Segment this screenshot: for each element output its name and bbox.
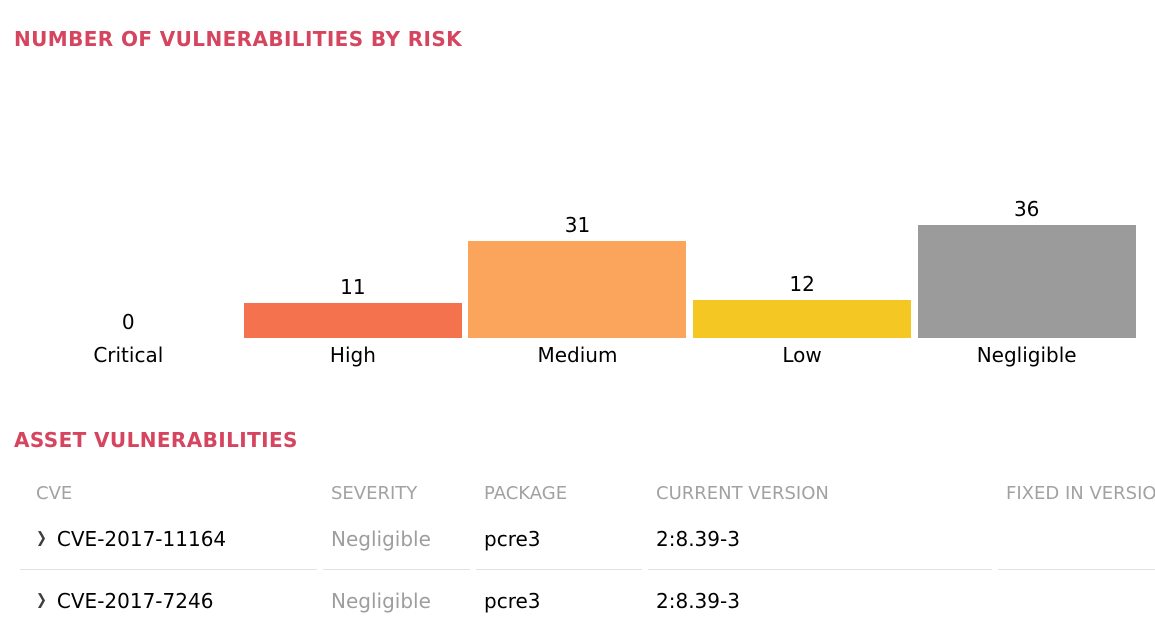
current-version-cell: 2:8.39-3 bbox=[656, 588, 740, 613]
bar-negligible[interactable] bbox=[917, 225, 1136, 338]
category-label-negligible: Negligible bbox=[976, 343, 1077, 367]
cve-cell: ❯ CVE-2017-11164 bbox=[20, 508, 317, 570]
table-row[interactable]: ❯ CVE-2017-11164 Negligible pcre3 2:8.39-3 bbox=[20, 508, 1155, 570]
bar-medium[interactable] bbox=[468, 241, 687, 338]
severity-cell: Negligible bbox=[331, 588, 431, 613]
category-label-critical: Critical bbox=[93, 343, 164, 367]
table-section-title: ASSET VULNERABILITIES bbox=[14, 428, 298, 452]
column-header-cve: CVE bbox=[36, 482, 73, 504]
bar-chart-bars: 0 11 31 12 36 bbox=[16, 51, 1139, 338]
bar-value-label-medium: 31 bbox=[564, 213, 591, 237]
table-body: ❯ CVE-2017-11164 Negligible pcre3 2:8.39-3 ❯ C… bbox=[20, 508, 1155, 631]
vulnerabilities-bar-chart: 0 11 31 12 36 Critical High Medium Low Negligibl… bbox=[16, 51, 1139, 367]
bar-high[interactable] bbox=[243, 303, 462, 338]
category-label-medium: Medium bbox=[537, 343, 618, 367]
bar-column-high: 11 bbox=[241, 275, 466, 338]
category-label-high: High bbox=[329, 343, 376, 367]
expand-row-chevron-icon[interactable]: ❯ bbox=[36, 591, 47, 610]
fixed-in-version-cell bbox=[998, 570, 1155, 631]
bar-column-negligible: 36 bbox=[914, 197, 1139, 338]
current-version-cell: 2:8.39-3 bbox=[648, 508, 992, 570]
bar-value-label-critical: 0 bbox=[121, 310, 135, 334]
fixed-in-version-cell bbox=[998, 508, 1155, 570]
bar-column-medium: 31 bbox=[465, 213, 690, 338]
bar-low[interactable] bbox=[693, 300, 912, 338]
table-header-row: CVE SEVERITY PACKAGE CURRENT VERSION FIXED I… bbox=[20, 478, 1155, 508]
expand-row-chevron-icon[interactable]: ❯ bbox=[36, 529, 47, 548]
table-row[interactable]: ❯ CVE-2017-7246 Negligible pcre3 2:8.39-3 bbox=[20, 570, 1155, 631]
column-header-current-version: CURRENT VERSION bbox=[656, 482, 829, 504]
column-header-fixed-in-version: FIXED IN VERSION bbox=[1006, 482, 1155, 504]
cve-cell: ❯ CVE-2017-7246 bbox=[20, 570, 317, 631]
bar-column-low: 12 bbox=[690, 272, 915, 338]
column-header-package: PACKAGE bbox=[484, 482, 568, 504]
bar-value-label-low: 12 bbox=[789, 272, 815, 296]
severity-cell: Negligible bbox=[323, 508, 470, 570]
package-cell: pcre3 bbox=[484, 588, 541, 613]
bar-value-label-negligible: 36 bbox=[1013, 197, 1040, 221]
chart-section-title: NUMBER OF VULNERABILITIES BY RISK bbox=[14, 27, 463, 51]
category-label-low: Low bbox=[782, 343, 822, 367]
package-cell: pcre3 bbox=[476, 508, 642, 570]
cve-id: CVE-2017-7246 bbox=[56, 588, 214, 613]
asset-vulnerabilities-table: CVE SEVERITY PACKAGE CURRENT VERSION FIXED I… bbox=[20, 478, 1155, 631]
bar-column-critical: 0 bbox=[16, 310, 241, 338]
bar-chart-labels: Critical High Medium Low Negligible bbox=[16, 343, 1139, 367]
cve-id: CVE-2017-11164 bbox=[56, 526, 227, 551]
column-header-severity: SEVERITY bbox=[331, 482, 418, 504]
bar-value-label-high: 11 bbox=[340, 275, 366, 299]
